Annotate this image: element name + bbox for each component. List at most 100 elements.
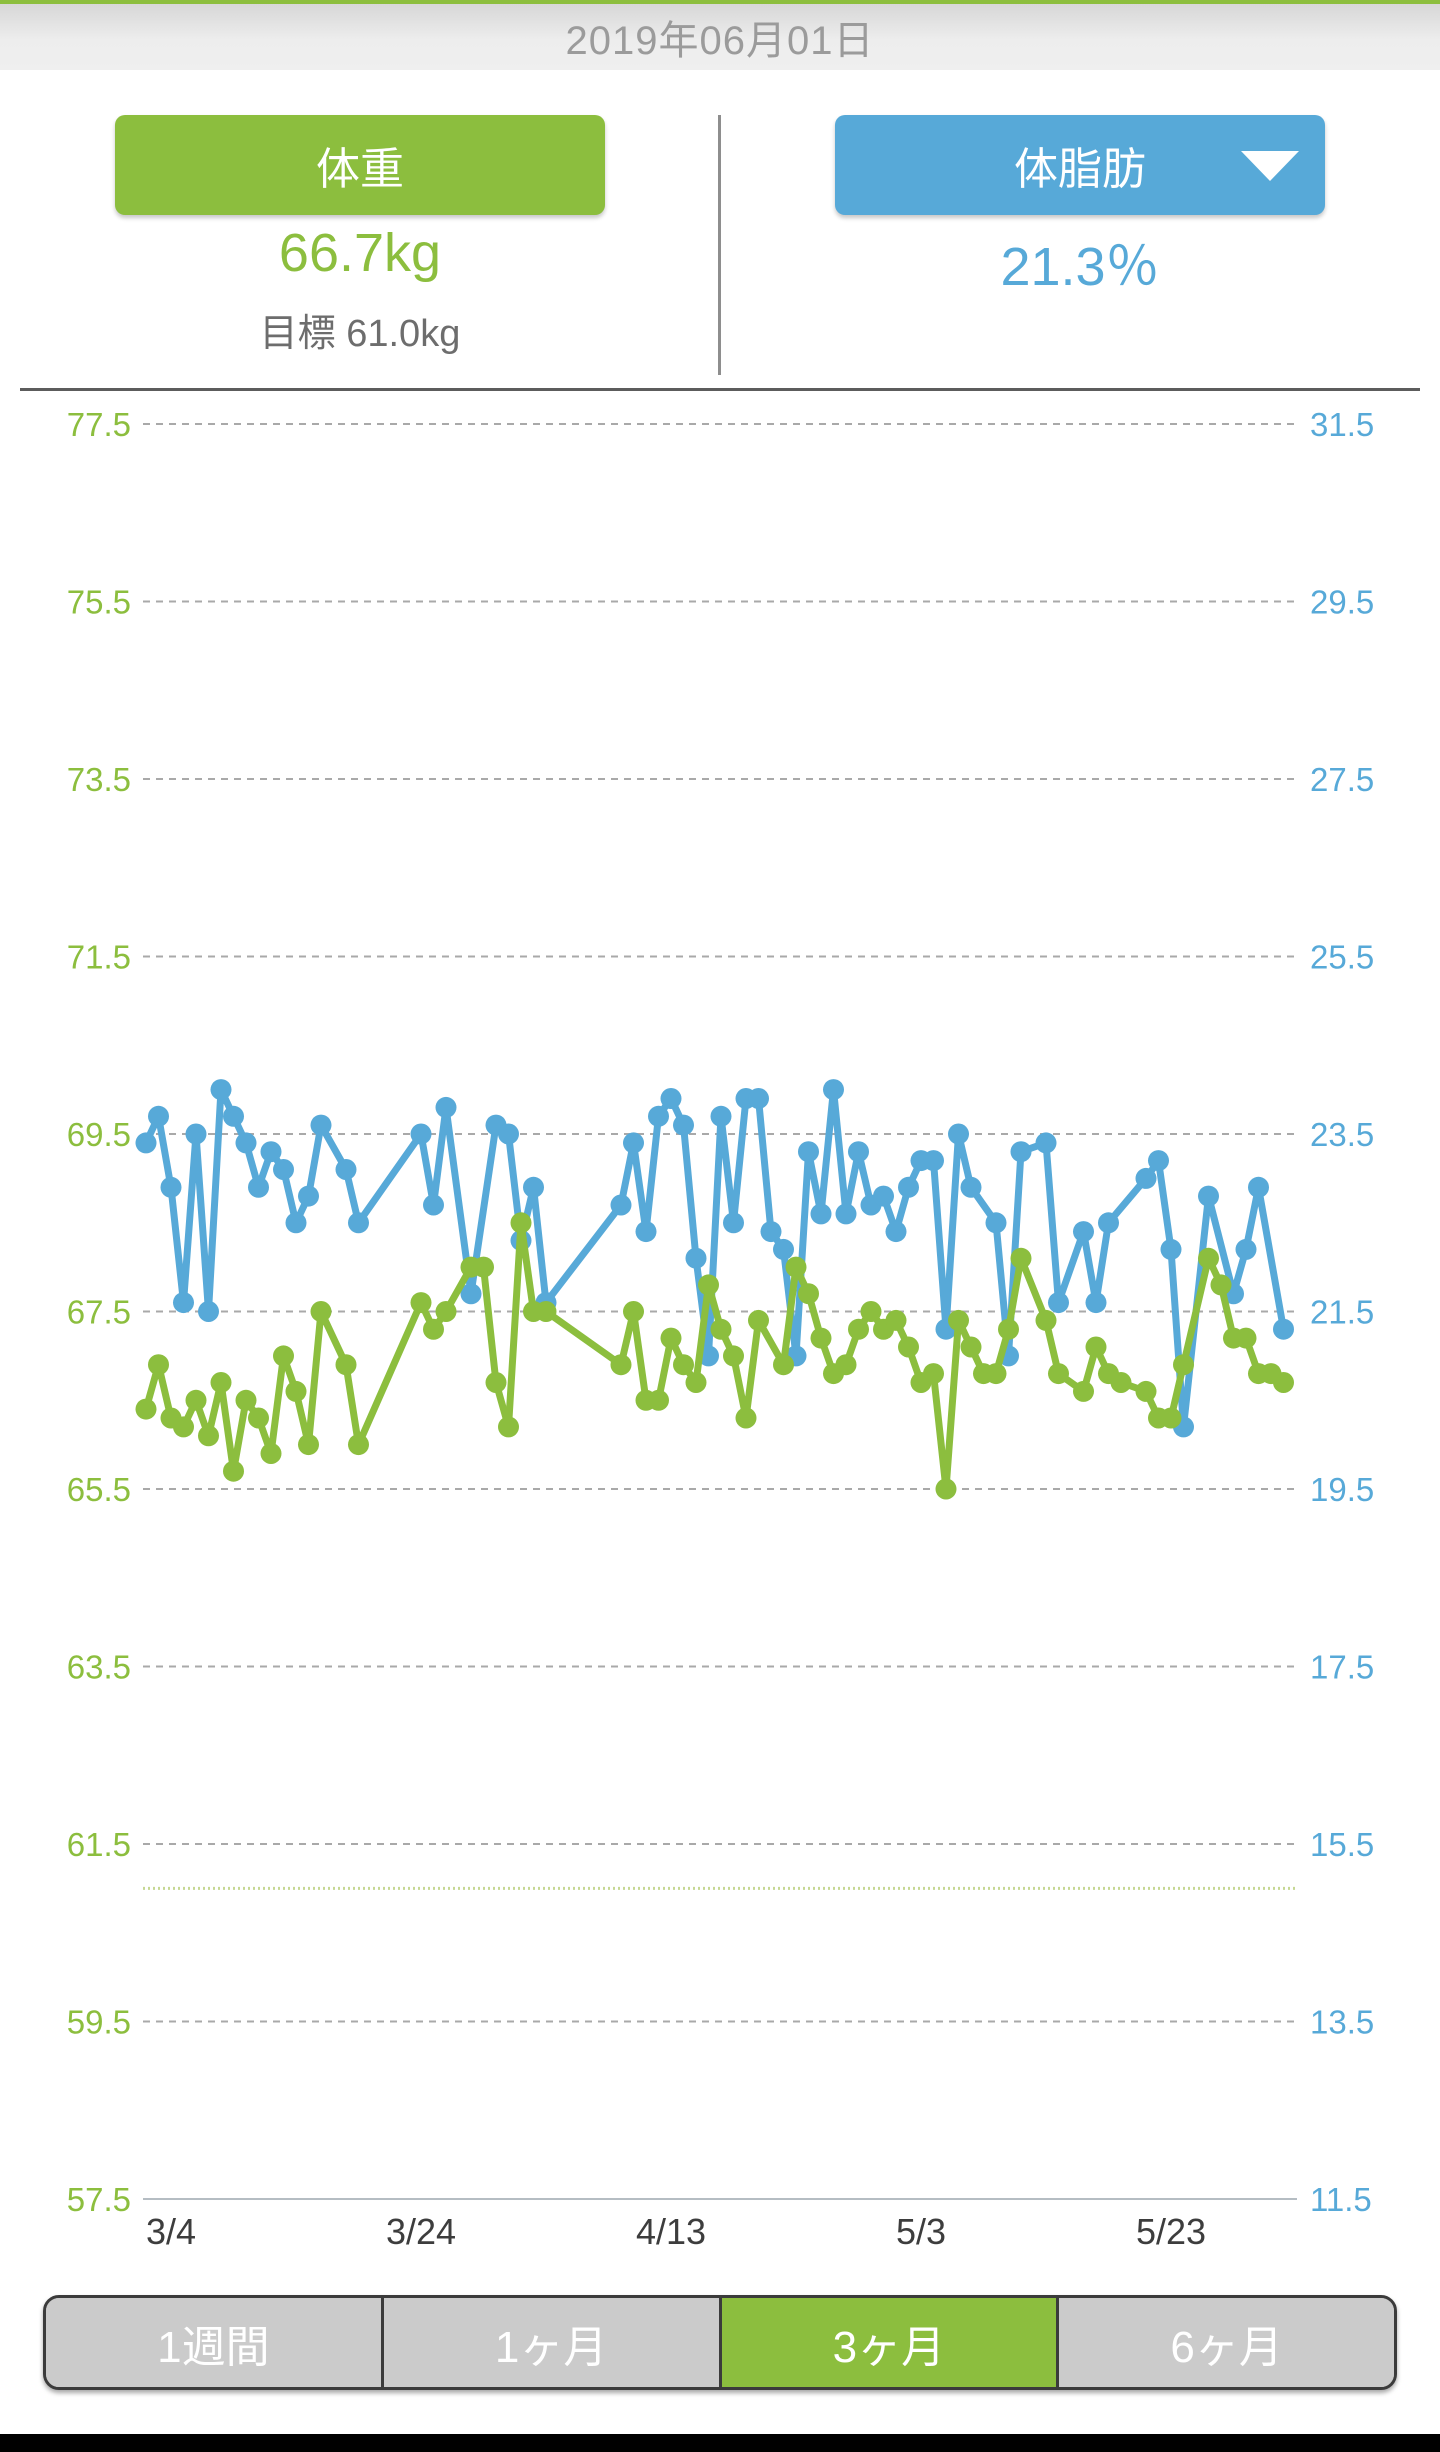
data-point [698, 1274, 719, 1296]
data-point [1273, 1372, 1294, 1393]
data-point [248, 1407, 269, 1429]
summary-panel: 体重 体脂肪 66.7kg 21.3％ 目標 61.0kg [0, 70, 1440, 392]
data-point [623, 1301, 644, 1322]
range-1-week[interactable]: 1週間 [46, 2298, 381, 2387]
data-point [273, 1345, 294, 1367]
data-point [1010, 1141, 1032, 1163]
data-point [1085, 1336, 1107, 1358]
x-axis-tick-label: 3/24 [386, 2211, 456, 2252]
left-axis-tick-label: 61.5 [67, 1826, 131, 1863]
data-point [335, 1354, 357, 1376]
data-point [660, 1088, 682, 1109]
data-point [1110, 1372, 1132, 1393]
data-point [1135, 1380, 1157, 1402]
x-axis-tick-label: 4/13 [636, 2211, 706, 2252]
weight-goal-label: 目標 61.0kg [259, 313, 461, 355]
data-point [410, 1123, 432, 1145]
data-point [298, 1185, 319, 1207]
data-point [235, 1389, 257, 1411]
data-point [1085, 1292, 1107, 1314]
data-point [985, 1212, 1007, 1234]
data-point [348, 1212, 369, 1234]
dual-axis-line-chart: 77.5 31.5 75.5 29.5 73.5 27.5 71.5 25.5 69.5 23.5… [67, 406, 1374, 2252]
data-point [310, 1301, 332, 1322]
range-1-week-label: 1週間 [157, 2322, 270, 2372]
data-point [923, 1150, 944, 1172]
right-axis-tick-label: 19.5 [1310, 1471, 1374, 1508]
data-point [148, 1354, 169, 1376]
data-point [223, 1460, 244, 1482]
data-point [648, 1105, 669, 1127]
data-point [310, 1114, 332, 1136]
data-point [423, 1194, 444, 1216]
weight-tab-button[interactable]: 体重 [115, 115, 605, 215]
data-point [635, 1221, 657, 1243]
data-point [1198, 1185, 1219, 1207]
x-axis-tick-label: 5/23 [1136, 2211, 1206, 2252]
range-1-month[interactable]: 1ヶ月 [380, 2298, 719, 2387]
data-point [673, 1114, 694, 1136]
data-point [173, 1292, 194, 1314]
data-point [748, 1088, 769, 1109]
data-point [985, 1363, 1007, 1385]
trend-chart: 77.5 31.5 75.5 29.5 73.5 27.5 71.5 25.5 69.5 23.5… [0, 392, 1440, 2290]
data-point [810, 1203, 832, 1225]
top-accent-bar [0, 0, 1440, 4]
data-point [1148, 1150, 1169, 1172]
data-point [173, 1416, 194, 1438]
right-axis-tick-label: 27.5 [1310, 761, 1374, 798]
data-point [1035, 1309, 1057, 1331]
data-point [498, 1123, 519, 1145]
chevron-down-icon [1241, 151, 1299, 181]
data-point [285, 1380, 307, 1402]
weight-tab-label: 体重 [316, 145, 404, 194]
time-range-segmented-control: 1週間 1ヶ月 3ヶ月 6ヶ月 [43, 2295, 1397, 2390]
data-point [948, 1123, 969, 1145]
data-point [885, 1221, 907, 1243]
data-point [198, 1425, 219, 1447]
data-point [773, 1238, 794, 1260]
data-point [948, 1309, 969, 1331]
data-point [1073, 1380, 1094, 1402]
range-6-month[interactable]: 6ヶ月 [1056, 2298, 1394, 2387]
left-axis-tick-label: 59.5 [67, 2004, 131, 2041]
data-point [348, 1434, 369, 1456]
left-axis-tick-label: 57.5 [67, 2181, 131, 2218]
data-point [235, 1132, 257, 1154]
data-point [673, 1354, 694, 1376]
summary-underline [20, 388, 1420, 391]
data-point [1248, 1176, 1269, 1198]
data-point [535, 1301, 557, 1322]
data-point [1173, 1354, 1194, 1376]
right-axis-tick-label: 21.5 [1310, 1294, 1374, 1331]
right-axis-tick-label: 13.5 [1310, 2004, 1374, 2041]
data-point [998, 1318, 1019, 1340]
data-point [285, 1212, 307, 1234]
data-point [648, 1389, 669, 1411]
data-point [835, 1203, 857, 1225]
data-point [1135, 1167, 1157, 1189]
data-point [335, 1159, 357, 1180]
summary-divider [718, 115, 721, 375]
date-header-bar: 2019年06月01日 [0, 4, 1440, 70]
current-date-label: 2019年06月01日 [565, 19, 875, 63]
data-point [298, 1434, 319, 1456]
data-point [473, 1256, 494, 1278]
data-point [623, 1132, 644, 1154]
right-axis-tick-label: 15.5 [1310, 1826, 1374, 1863]
footer-panel: 1週間 1ヶ月 3ヶ月 6ヶ月 [0, 2290, 1440, 2452]
data-point [410, 1292, 432, 1314]
data-point [723, 1212, 744, 1234]
data-point [685, 1372, 707, 1393]
range-3-month[interactable]: 3ヶ月 [718, 2298, 1057, 2387]
data-point [798, 1141, 819, 1163]
right-axis-tick-label: 11.5 [1310, 2181, 1372, 2218]
data-point [723, 1345, 744, 1367]
data-point [210, 1372, 232, 1393]
data-point [960, 1336, 982, 1358]
data-point [435, 1301, 457, 1322]
data-point [273, 1159, 294, 1180]
data-point [1035, 1132, 1057, 1154]
bodyfat-dropdown-button[interactable]: 体脂肪 [835, 115, 1325, 215]
data-point [798, 1283, 819, 1305]
